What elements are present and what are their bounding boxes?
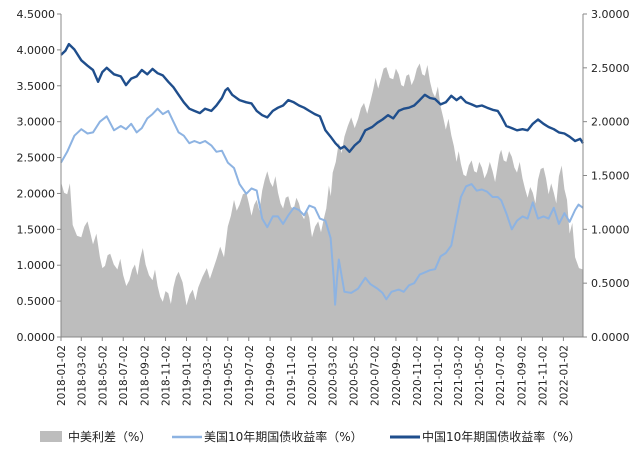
- x-tick-label: 2021-11-02: [537, 345, 549, 406]
- x-tick-label: 2018-11-02: [161, 345, 173, 406]
- y-left-tick-label: 0.0000: [17, 331, 56, 344]
- x-tick-label: 2020-07-02: [370, 345, 382, 406]
- y-right-tick-label: 1.5000: [591, 170, 630, 183]
- x-tick-label: 2019-05-02: [223, 345, 235, 406]
- y-left-tick-label: 3.0000: [17, 116, 56, 129]
- y-axis-right-ticks: 0.0000 0.5000 1.0000 1.5000 2.0000 2.5000 3.00…: [583, 8, 630, 344]
- y-right-tick-label: 2.0000: [591, 116, 630, 129]
- x-tick-label: 2021-03-02: [453, 345, 465, 406]
- x-tick-label: 2019-01-02: [182, 345, 194, 406]
- x-tick-label: 2018-07-02: [118, 345, 130, 406]
- y-left-tick-label: 1.0000: [17, 259, 56, 272]
- y-left-tick-label: 0.5000: [17, 295, 56, 308]
- x-tick-label: 2018-03-02: [76, 345, 88, 406]
- x-tick-label: 2021-09-02: [516, 345, 528, 406]
- y-left-tick-label: 2.0000: [17, 187, 56, 200]
- y-right-tick-label: 1.0000: [591, 223, 630, 236]
- x-tick-label: 2019-03-02: [202, 345, 214, 406]
- x-tick-label: 2019-09-02: [265, 345, 277, 406]
- legend-label-spread: 中美利差（%）: [68, 429, 151, 444]
- x-tick-label: 2018-05-02: [97, 345, 109, 406]
- x-tick-label: 2018-09-02: [140, 345, 152, 406]
- us-yield-series: [60, 107, 584, 306]
- y-right-tick-label: 0.5000: [591, 277, 630, 290]
- spread-area: [61, 63, 583, 337]
- x-tick-label: 2021-05-02: [474, 345, 486, 406]
- x-tick-label: 2020-01-02: [307, 345, 319, 406]
- x-tick-label: 2020-11-02: [412, 345, 424, 406]
- legend-label-cn: 中国10年期国债收益率（%）: [422, 429, 581, 444]
- legend-swatch-spread: [40, 431, 62, 442]
- x-tick-label: 2018-01-02: [56, 345, 68, 406]
- y-right-tick-label: 2.5000: [591, 62, 630, 75]
- y-left-tick-label: 3.5000: [17, 80, 56, 93]
- legend-label-us: 美国10年期国债收益率（%）: [204, 429, 363, 444]
- y-axis-left-ticks: 0.0000 0.5000 1.0000 1.5000 2.0000 2.5000 3.00…: [17, 8, 61, 344]
- cn-yield-series: [60, 42, 585, 153]
- x-tick-label: 2020-09-02: [391, 345, 403, 406]
- x-tick-label: 2020-03-02: [328, 345, 340, 406]
- spread-area-series: [61, 63, 583, 337]
- legend: 中美利差（%） 美国10年期国债收益率（%） 中国10年期国债收益率（%）: [40, 429, 581, 444]
- y-left-tick-label: 4.0000: [17, 44, 56, 57]
- cn-yield-line: [60, 42, 585, 153]
- x-tick-label: 2020-05-02: [349, 345, 361, 406]
- y-left-tick-label: 4.5000: [17, 8, 56, 21]
- x-tick-label: 2019-07-02: [244, 345, 256, 406]
- x-tick-label: 2022-01-02: [558, 345, 570, 406]
- x-tick-label: 2021-01-02: [433, 345, 445, 406]
- y-left-tick-label: 1.5000: [17, 223, 56, 236]
- y-right-tick-label: 0.0000: [591, 331, 630, 344]
- x-axis-ticks: 2018-01-02 2018-03-02 2018-05-02 2018-07-02…: [56, 337, 570, 406]
- x-tick-label: 2019-11-02: [286, 345, 298, 406]
- y-left-tick-label: 2.5000: [17, 152, 56, 165]
- us-yield-line: [60, 107, 584, 306]
- plot-area: [60, 42, 585, 337]
- y-right-tick-label: 3.0000: [591, 8, 630, 21]
- x-tick-label: 2021-07-02: [495, 345, 507, 406]
